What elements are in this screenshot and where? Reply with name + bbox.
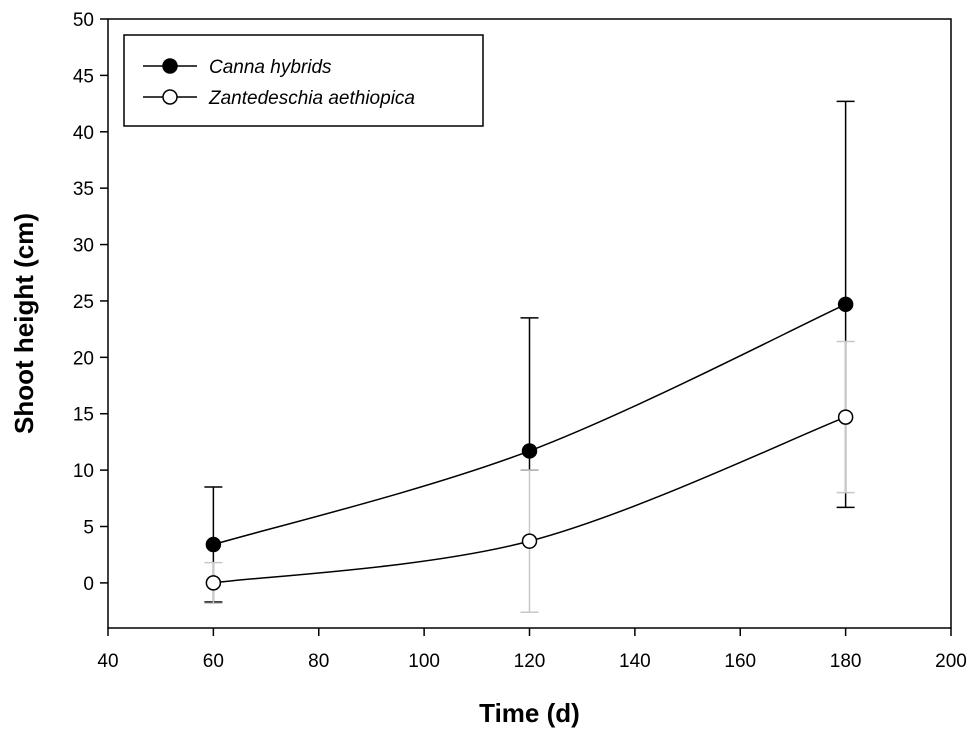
x-axis-title: Time (d) [479,698,580,728]
legend-marker-canna [162,58,178,74]
y-tick-label: 35 [73,179,94,200]
y-tick-label: 5 [83,518,94,539]
x-tick-label: 40 [97,651,118,672]
x-axis-ticks: 40 60 80 100 120 140 160 180 200 [97,628,967,672]
x-tick-label: 160 [724,651,756,672]
x-tick-label: 180 [830,651,862,672]
data-point [837,409,854,425]
y-tick-label: 40 [73,123,94,144]
x-tick-label: 60 [203,651,224,672]
y-tick-label: 20 [73,348,94,369]
y-tick-label: 0 [83,574,94,595]
legend-box [123,34,484,127]
data-point [837,296,854,313]
y-tick-label: 10 [73,461,94,482]
x-tick-label: 80 [308,651,329,672]
x-tick-label: 100 [408,651,440,672]
y-tick-label: 30 [73,236,94,257]
data-point [521,443,538,459]
legend: Canna hybrids Zantedeschia aethiopica [123,34,484,127]
data-point [521,533,538,549]
y-axis-ticks: 0 5 10 15 20 25 30 35 40 45 50 [73,10,108,595]
data-point [205,536,222,553]
x-tick-label: 120 [514,651,546,672]
y-tick-label: 45 [73,66,94,87]
y-tick-label: 15 [73,405,94,426]
series-markers [205,296,854,591]
data-point [205,575,222,591]
legend-marker-zantedeschia [162,89,178,105]
x-tick-label: 200 [935,651,967,672]
legend-label-zantedeschia: Zantedeschia aethiopica [208,88,415,109]
y-tick-label: 25 [73,292,94,313]
legend-label-canna: Canna hybrids [209,57,332,78]
y-axis-title: Shoot height (cm) [9,213,39,434]
x-tick-label: 140 [619,651,651,672]
y-tick-label: 50 [73,10,94,31]
